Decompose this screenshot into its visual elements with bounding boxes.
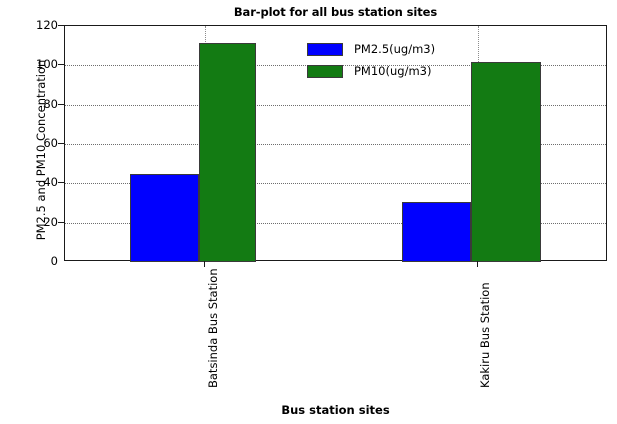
gridline-y-60 xyxy=(65,144,606,145)
legend-swatch-icon xyxy=(307,42,343,56)
y-tick-label: 80 xyxy=(43,96,58,111)
y-tick-mark xyxy=(58,64,64,66)
legend-item: PM2.5(ug/m3) xyxy=(307,38,487,60)
legend-swatch-icon xyxy=(307,64,343,78)
y-tick-mark xyxy=(58,103,64,105)
y-tick-label: 60 xyxy=(43,136,58,150)
y-tick-mark xyxy=(58,221,64,223)
y-tick-label: 100 xyxy=(36,57,58,72)
y-tick-label: 20 xyxy=(43,214,58,229)
gridline-y-20 xyxy=(65,222,606,224)
x-tick-label: Batsinda Bus Station xyxy=(206,268,220,388)
y-tick-label: 0 xyxy=(50,254,58,268)
gridline-y-40 xyxy=(65,183,606,185)
y-tick-mark xyxy=(58,25,64,26)
bar-pm25 xyxy=(402,202,471,262)
plot-area xyxy=(64,25,607,262)
x-tick-label: Kakiru Bus Station xyxy=(478,282,492,388)
bar-pm10 xyxy=(471,62,541,262)
chart-title: Bar-plot for all bus station sites xyxy=(233,5,438,19)
legend-item: PM10(ug/m3) xyxy=(307,60,487,82)
gridline-y-80 xyxy=(65,104,606,106)
x-tick-mark xyxy=(204,261,205,267)
x-tick-mark xyxy=(477,261,478,267)
y-tick-label: 40 xyxy=(43,175,58,190)
x-axis-label: Bus station sites xyxy=(281,403,390,417)
y-tick-mark xyxy=(58,182,64,184)
legend-label: PM2.5(ug/m3) xyxy=(354,42,436,56)
y-tick-mark xyxy=(58,143,64,144)
chart-legend: PM2.5(ug/m3) PM10(ug/m3) xyxy=(307,38,487,82)
bar-pm10 xyxy=(199,42,256,262)
y-axis-label: PM2.5 and PM10 Concentration xyxy=(34,59,48,241)
legend-label: PM10(ug/m3) xyxy=(354,64,432,78)
y-tick-label: 120 xyxy=(36,18,58,32)
bar-pm25 xyxy=(130,173,199,262)
